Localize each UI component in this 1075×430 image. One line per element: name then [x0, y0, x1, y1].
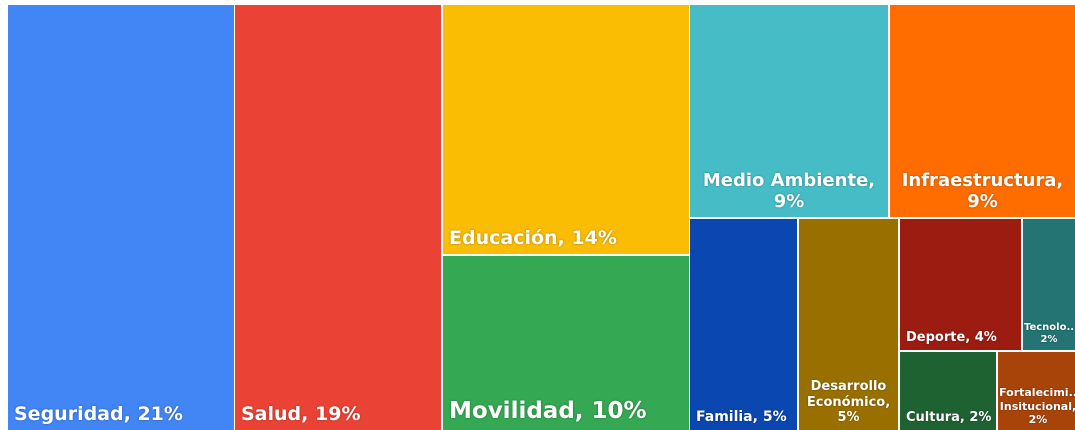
category-label: Medio Ambiente,: [702, 169, 876, 191]
category-label: Movilidad,: [449, 398, 584, 425]
treemap-cell: Infraestructura, 9%: [890, 5, 1075, 217]
cell-label: Infraestructura, 9%: [890, 170, 1075, 213]
cell-label: Fortalecimi.. Insitucional, 2%: [998, 386, 1075, 426]
treemap-cell: Educación, 14%: [443, 5, 689, 254]
cell-label: Salud, 19%: [241, 403, 360, 426]
value-label: 14%: [571, 227, 617, 250]
cell-label: Cultura, 2%: [906, 410, 991, 426]
cell-label: Deporte, 4%: [906, 330, 997, 346]
treemap-cell: Familia, 5%: [690, 219, 797, 430]
category-label: Familia,: [696, 409, 758, 426]
treemap-cell: Salud, 19%: [235, 5, 441, 430]
cell-label: Educación, 14%: [449, 227, 617, 250]
treemap-cell: Fortalecimi.. Insitucional, 2%: [998, 352, 1075, 430]
cell-label: Tecnolo.. 2%: [1023, 322, 1075, 346]
treemap-cell: Tecnolo.. 2%: [1023, 219, 1075, 350]
value-label: 21%: [137, 403, 183, 426]
treemap-cell: Desarrollo Económico, 5%: [799, 219, 898, 430]
value-label: 2%: [1028, 412, 1048, 426]
treemap-cell: Movilidad, 10%: [443, 256, 689, 430]
category-label: Cultura,: [906, 410, 965, 426]
value-label: 2%: [1040, 334, 1058, 345]
category-label: Fortalecimi.. Insitucional,: [999, 386, 1075, 413]
category-label: Salud,: [241, 403, 309, 426]
value-label: 9%: [967, 191, 998, 213]
category-label: Infraestructura,: [901, 169, 1064, 191]
value-label: 5%: [837, 410, 860, 426]
category-label: Educación,: [449, 227, 565, 250]
cell-label: Desarrollo Económico, 5%: [799, 379, 898, 426]
cell-label: Familia, 5%: [696, 409, 787, 426]
category-label: Deporte,: [906, 330, 971, 346]
treemap-cell: Cultura, 2%: [900, 352, 996, 430]
treemap-cell: Seguridad, 21%: [8, 5, 234, 430]
treemap-cell: Deporte, 4%: [900, 219, 1021, 350]
category-label: Seguridad,: [14, 403, 131, 426]
value-label: 9%: [773, 191, 805, 213]
cell-label: Movilidad, 10%: [449, 398, 647, 426]
category-label: Desarrollo Económico,: [806, 379, 891, 410]
value-label: 19%: [315, 403, 361, 426]
value-label: 2%: [969, 410, 992, 426]
treemap-cell: Medio Ambiente, 9%: [690, 5, 888, 217]
category-label: Tecnolo..: [1023, 322, 1075, 333]
cell-label: Seguridad, 21%: [14, 403, 183, 426]
value-label: 4%: [974, 330, 997, 346]
cell-label: Medio Ambiente, 9%: [690, 170, 888, 213]
value-label: 5%: [762, 409, 787, 426]
value-label: 10%: [591, 398, 647, 425]
